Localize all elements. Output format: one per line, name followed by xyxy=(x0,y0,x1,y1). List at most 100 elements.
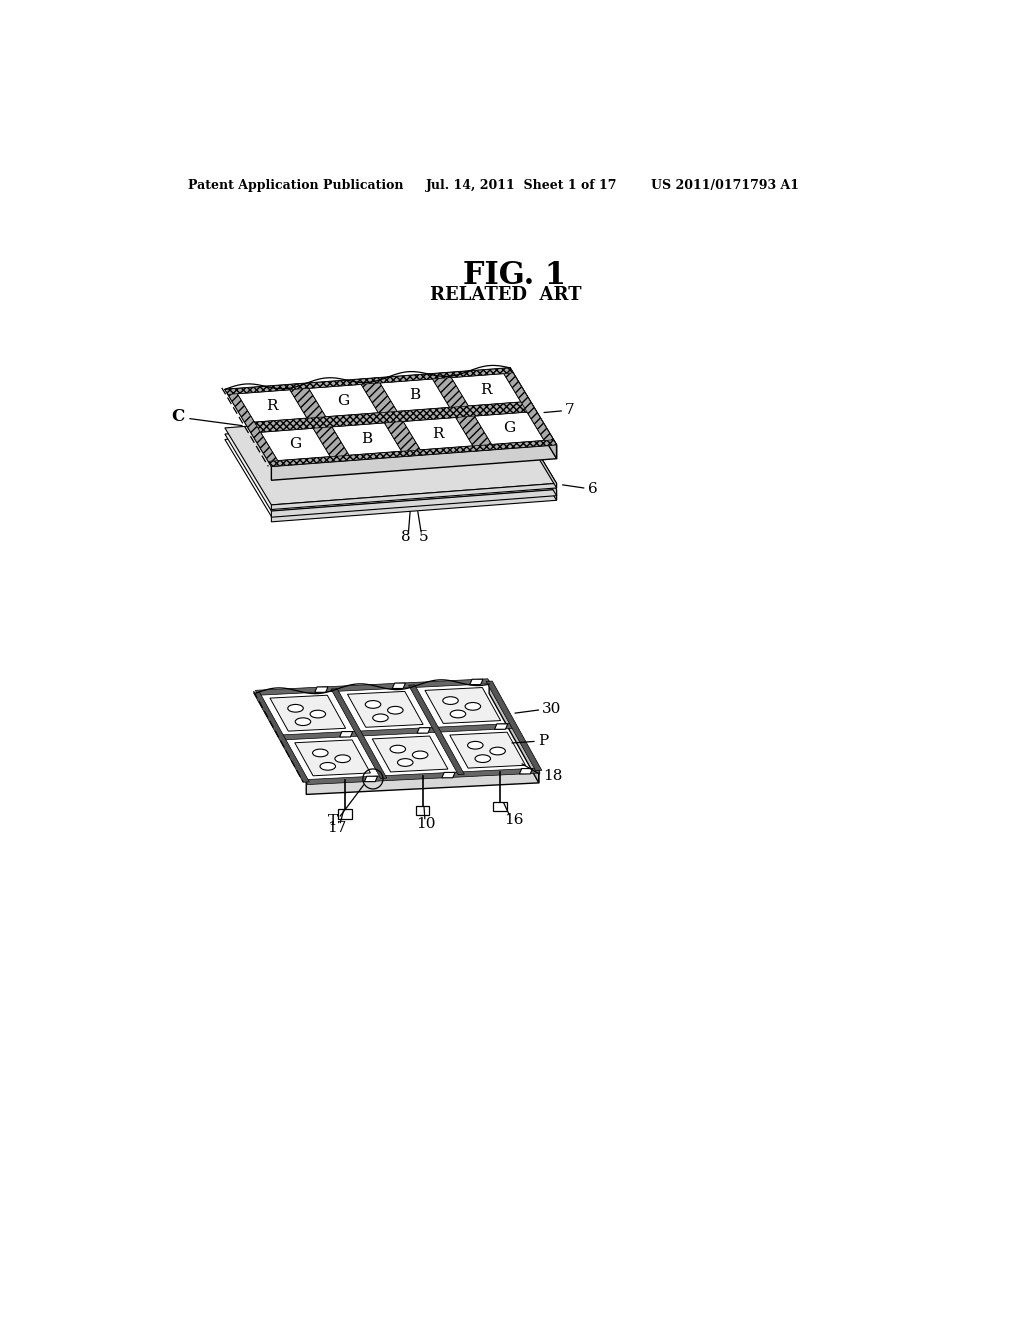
Text: G: G xyxy=(337,393,349,408)
Text: Patent Application Publication: Patent Application Publication xyxy=(188,178,403,191)
Ellipse shape xyxy=(366,701,381,709)
Polygon shape xyxy=(380,379,450,412)
Text: G: G xyxy=(289,437,301,451)
Ellipse shape xyxy=(465,702,480,710)
Polygon shape xyxy=(310,422,352,462)
Polygon shape xyxy=(271,445,557,480)
Polygon shape xyxy=(268,440,557,466)
Polygon shape xyxy=(365,776,378,781)
Text: 30: 30 xyxy=(542,702,561,717)
Text: P: P xyxy=(538,734,548,747)
Polygon shape xyxy=(450,733,525,768)
Polygon shape xyxy=(270,696,346,731)
Ellipse shape xyxy=(288,705,303,711)
Ellipse shape xyxy=(388,706,403,714)
Polygon shape xyxy=(295,741,371,776)
Text: G: G xyxy=(503,421,515,436)
Text: 10: 10 xyxy=(417,817,436,832)
Polygon shape xyxy=(501,368,557,446)
Polygon shape xyxy=(442,772,455,777)
Polygon shape xyxy=(453,411,495,451)
Text: US 2011/0171793 A1: US 2011/0171793 A1 xyxy=(651,178,799,191)
Polygon shape xyxy=(425,688,501,723)
Polygon shape xyxy=(340,731,352,737)
Ellipse shape xyxy=(295,718,310,726)
Text: FIG. 1: FIG. 1 xyxy=(463,260,566,290)
Text: 16: 16 xyxy=(504,813,523,828)
Ellipse shape xyxy=(312,748,328,756)
Polygon shape xyxy=(495,723,508,729)
Polygon shape xyxy=(338,809,352,818)
Text: 8: 8 xyxy=(401,531,411,544)
Polygon shape xyxy=(510,412,557,496)
Ellipse shape xyxy=(442,697,459,705)
Polygon shape xyxy=(306,771,539,795)
Polygon shape xyxy=(451,374,521,407)
Polygon shape xyxy=(416,805,429,814)
Polygon shape xyxy=(225,407,557,506)
Ellipse shape xyxy=(321,763,336,770)
Polygon shape xyxy=(287,383,329,424)
Polygon shape xyxy=(255,678,490,696)
Polygon shape xyxy=(225,418,557,516)
Text: B: B xyxy=(410,388,420,403)
Polygon shape xyxy=(260,428,331,461)
Polygon shape xyxy=(305,768,540,784)
Ellipse shape xyxy=(451,710,466,718)
Polygon shape xyxy=(470,680,483,685)
Ellipse shape xyxy=(390,746,406,752)
Ellipse shape xyxy=(335,755,350,763)
Polygon shape xyxy=(308,384,379,417)
Polygon shape xyxy=(510,368,557,459)
Ellipse shape xyxy=(397,759,413,767)
Text: R: R xyxy=(432,426,443,441)
Ellipse shape xyxy=(489,747,506,755)
Text: C: C xyxy=(172,408,185,425)
Polygon shape xyxy=(225,388,281,466)
Polygon shape xyxy=(314,686,328,692)
Ellipse shape xyxy=(475,755,490,763)
Text: RELATED  ART: RELATED ART xyxy=(430,285,582,304)
Polygon shape xyxy=(332,422,401,455)
Polygon shape xyxy=(225,412,557,511)
Polygon shape xyxy=(373,737,447,772)
Polygon shape xyxy=(382,416,423,457)
Text: B: B xyxy=(361,432,373,446)
Polygon shape xyxy=(409,685,464,775)
Polygon shape xyxy=(225,368,513,395)
Polygon shape xyxy=(493,801,507,810)
Polygon shape xyxy=(257,681,539,781)
Text: 17: 17 xyxy=(328,821,347,836)
Text: Jul. 14, 2011  Sheet 1 of 17: Jul. 14, 2011 Sheet 1 of 17 xyxy=(426,178,617,191)
Polygon shape xyxy=(510,407,557,488)
Polygon shape xyxy=(238,389,307,422)
Polygon shape xyxy=(225,368,557,466)
Polygon shape xyxy=(403,417,473,450)
Polygon shape xyxy=(254,693,309,783)
Polygon shape xyxy=(392,682,406,689)
Polygon shape xyxy=(281,723,515,741)
Polygon shape xyxy=(358,378,400,418)
Polygon shape xyxy=(331,689,387,779)
Text: 6: 6 xyxy=(588,482,597,496)
Text: 18: 18 xyxy=(543,770,562,783)
Polygon shape xyxy=(489,681,539,783)
Ellipse shape xyxy=(373,714,388,722)
Ellipse shape xyxy=(413,751,428,759)
Text: T: T xyxy=(328,814,338,828)
Text: R: R xyxy=(266,399,278,413)
Polygon shape xyxy=(519,768,532,774)
Text: R: R xyxy=(480,383,492,397)
Polygon shape xyxy=(271,490,557,517)
Polygon shape xyxy=(429,372,471,412)
Polygon shape xyxy=(474,412,545,445)
Polygon shape xyxy=(271,483,557,510)
Polygon shape xyxy=(510,418,557,500)
Ellipse shape xyxy=(468,742,483,748)
Polygon shape xyxy=(486,681,542,771)
Polygon shape xyxy=(245,401,537,433)
Polygon shape xyxy=(347,692,423,727)
Polygon shape xyxy=(271,495,557,521)
Text: 7: 7 xyxy=(565,403,574,417)
Polygon shape xyxy=(417,727,430,733)
